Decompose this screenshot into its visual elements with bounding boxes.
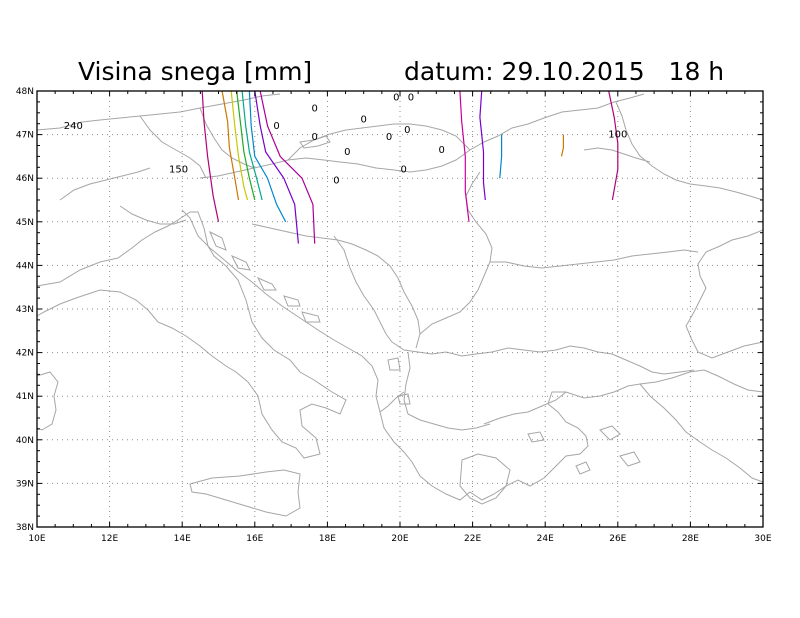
x-tick-label: 20E (391, 534, 408, 544)
contour-line (479, 90, 486, 201)
lat-lon-grid (37, 91, 763, 527)
snow-contours (201, 90, 619, 244)
y-tick-label: 41N (16, 392, 34, 402)
map-title: Visina snega [mm] (78, 57, 312, 86)
contour-label: 150 (169, 164, 188, 175)
x-tick-label: 14E (174, 534, 191, 544)
turkey-coastline (639, 369, 764, 483)
contour-line (608, 90, 619, 201)
contour-line (236, 90, 256, 201)
contour-label: 0 (386, 132, 392, 143)
x-tick-label: 22E (464, 534, 481, 544)
y-tick-label: 46N (16, 174, 34, 184)
y-tick-label: 48N (16, 87, 34, 97)
contour-line (248, 90, 287, 223)
aegean-islands (527, 425, 641, 475)
contour-line (259, 90, 316, 244)
contour-line (241, 90, 263, 201)
y-tick-label: 45N (16, 218, 34, 228)
coastlines (36, 93, 764, 517)
sardinia-coastline (36, 371, 59, 431)
peloponnese-coastline (459, 453, 511, 505)
italy-coastline (36, 211, 347, 459)
contour-label: 0 (312, 103, 318, 114)
balkan-coastline (181, 209, 705, 501)
contour-label: 0 (408, 93, 414, 104)
axis-tick-labels: 10E 12E 14E 16E 18E 20E 22E 24E 26E 28E 30E 38N 39N 4… (16, 87, 772, 544)
x-tick-label: 16E (246, 534, 263, 544)
black-sea-coastline (685, 229, 764, 359)
x-tick-label: 10E (28, 534, 45, 544)
country-borders (36, 93, 764, 431)
contour-line (221, 90, 240, 201)
y-tick-label: 39N (16, 479, 34, 489)
x-tick-label: 12E (101, 534, 118, 544)
y-tick-label: 47N (16, 131, 34, 141)
y-tick-label: 44N (16, 261, 34, 271)
contour-label: 0 (312, 132, 318, 143)
contour-line (560, 134, 564, 157)
y-tick-label: 43N (16, 305, 34, 315)
x-tick-label: 24E (537, 534, 554, 544)
contour-label: 0 (393, 93, 399, 104)
x-tick-label: 26E (609, 534, 626, 544)
y-tick-label: 42N (16, 349, 34, 359)
x-tick-label: 28E (682, 534, 699, 544)
contour-label: 0 (400, 164, 406, 175)
sicily-coastline (189, 469, 301, 517)
lakes (299, 135, 411, 405)
contour-label: 100 (608, 130, 627, 141)
contour-line (459, 90, 470, 222)
contour-label: 0 (439, 145, 445, 156)
axis-ticks (36, 90, 764, 528)
x-tick-label: 18E (319, 534, 336, 544)
y-tick-label: 40N (16, 436, 34, 446)
contour-label: 0 (361, 114, 367, 125)
dalmatian-islands (209, 230, 321, 323)
contour-label: 0 (333, 175, 339, 186)
map-date: datum: 29.10.2015 18 h (404, 57, 724, 86)
contour-label: 240 (64, 121, 83, 132)
contour-line (254, 90, 299, 244)
y-tick-label: 38N (16, 523, 34, 533)
contour-label: 0 (404, 125, 410, 136)
contour-line (499, 134, 503, 179)
contour-line (230, 90, 249, 201)
contour-label: 0 (273, 121, 279, 132)
contour-line (201, 90, 220, 222)
contour-label: 0 (344, 147, 350, 158)
x-tick-label: 30E (754, 534, 771, 544)
